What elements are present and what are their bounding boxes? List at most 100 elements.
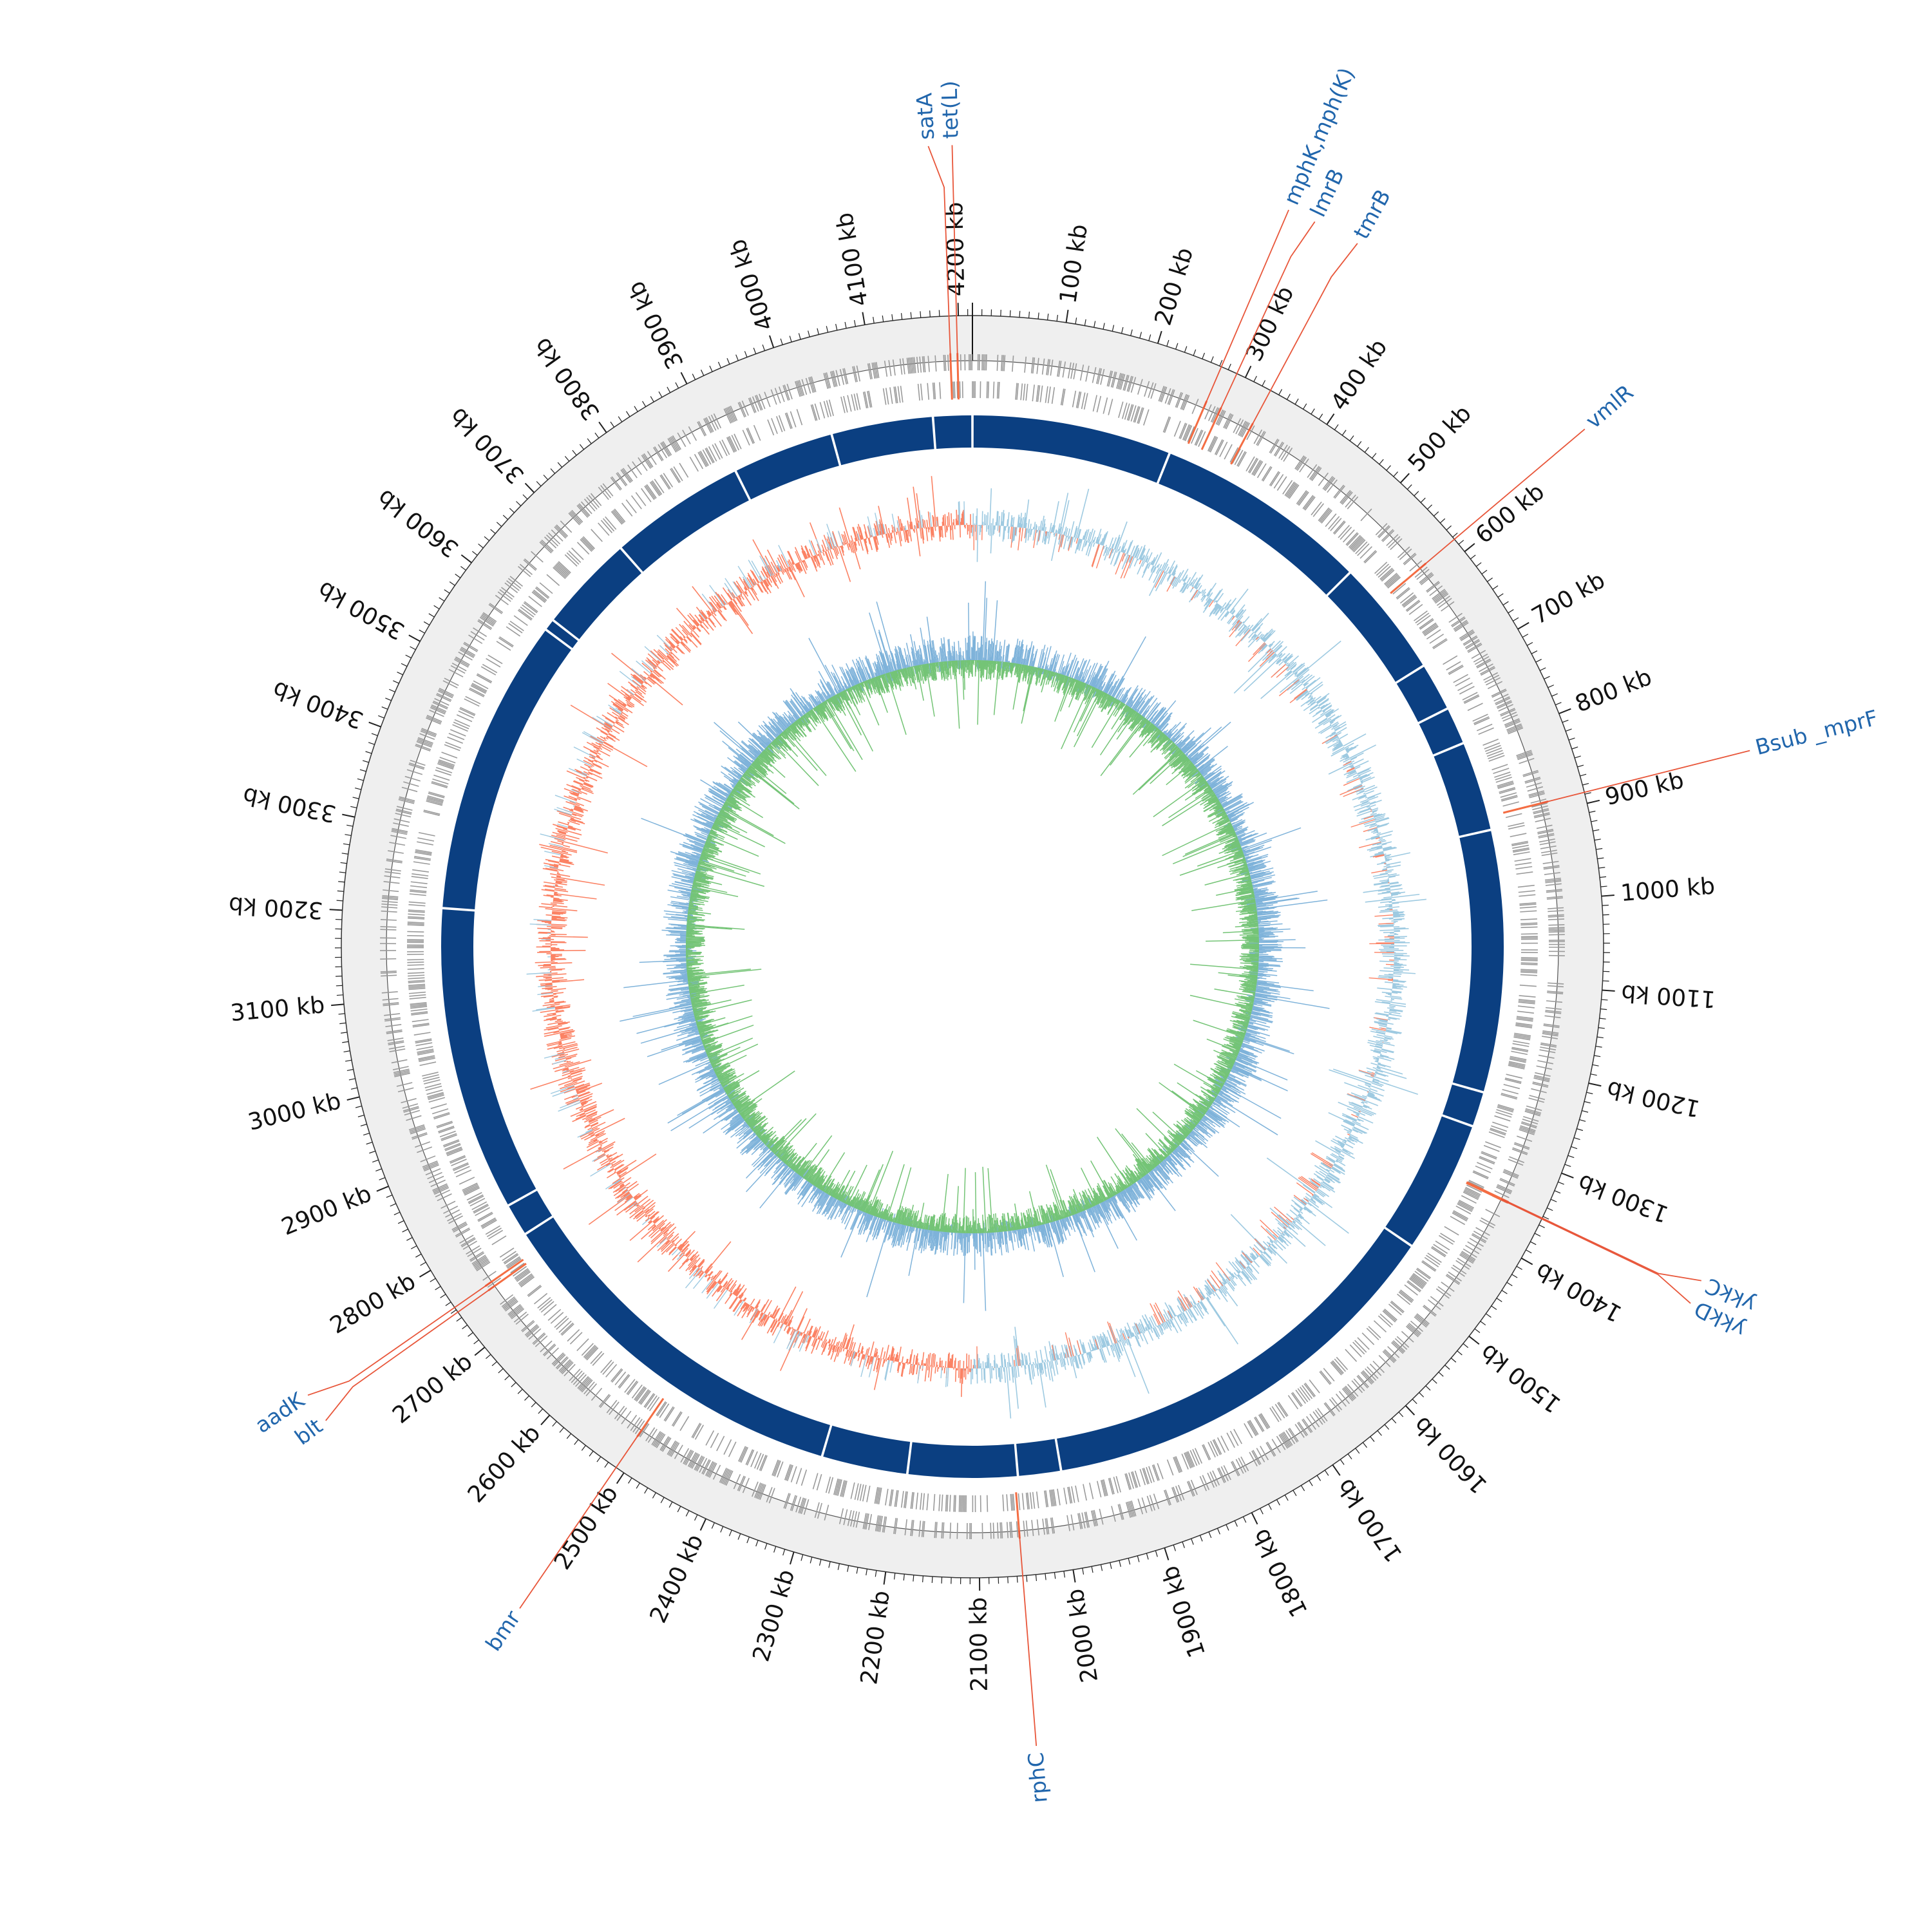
gene-feature — [468, 1194, 484, 1203]
gene-feature — [1520, 910, 1537, 913]
gene-feature — [422, 1160, 438, 1168]
gene-feature — [460, 706, 476, 715]
gene-feature — [1187, 1451, 1195, 1467]
gc-bar — [947, 1367, 949, 1387]
gc-bar — [1373, 1036, 1385, 1039]
gene-feature — [1491, 688, 1506, 697]
gc-bar — [775, 1318, 777, 1321]
minor-tick — [1045, 1573, 1046, 1580]
gc-bar — [1352, 774, 1358, 778]
gene-feature — [1226, 1432, 1235, 1448]
gene-feature — [704, 417, 713, 433]
gene-feature — [436, 694, 451, 703]
gene-feature — [1015, 383, 1018, 400]
minor-tick — [502, 515, 509, 520]
gene-feature — [1330, 518, 1342, 531]
gc-bar — [1126, 1338, 1150, 1394]
gene-feature — [538, 1299, 553, 1311]
gene-feature — [567, 1329, 580, 1342]
gene-feature — [760, 1455, 768, 1472]
minor-tick — [1384, 1424, 1390, 1430]
gene-feature — [1260, 1446, 1269, 1461]
gene-feature — [553, 567, 566, 580]
gene-feature — [527, 1285, 542, 1297]
gc-bar — [1393, 975, 1401, 978]
gene-feature — [1464, 639, 1480, 649]
minor-tick — [1584, 1101, 1591, 1104]
gene-feature — [426, 798, 444, 804]
gene-feature — [733, 1473, 741, 1490]
gene-feature — [437, 763, 454, 770]
gc-bar — [1142, 563, 1149, 574]
gene-feature — [480, 615, 495, 626]
gene-feature — [609, 1401, 620, 1416]
gene-feature — [661, 442, 671, 457]
gc-bar — [605, 1179, 621, 1189]
gene-feature — [1432, 589, 1446, 600]
gene-feature — [630, 1417, 641, 1431]
gene-feature — [856, 393, 861, 410]
gene-feature — [1499, 1179, 1515, 1187]
gene-feature — [803, 1499, 810, 1515]
gene-feature — [533, 1293, 548, 1305]
gene-feature — [1429, 585, 1443, 596]
gene-feature — [468, 634, 483, 644]
gene-feature — [1471, 650, 1486, 659]
gene-feature — [404, 1110, 421, 1116]
gene-feature — [1483, 672, 1499, 681]
gc-bar — [1372, 1079, 1419, 1095]
gene-feature — [1433, 1244, 1448, 1254]
gene-feature — [452, 724, 468, 732]
gene-feature — [548, 532, 561, 545]
gene-feature — [1511, 1046, 1529, 1051]
minor-tick — [873, 317, 875, 324]
gene-feature — [1526, 782, 1542, 788]
gene-feature — [551, 529, 564, 542]
gene-feature — [688, 1452, 698, 1468]
gene-feature — [1361, 1371, 1374, 1384]
gene-feature — [694, 1425, 705, 1440]
gene-feature — [1245, 456, 1255, 472]
gene-feature — [1269, 439, 1278, 453]
gc-bar — [1361, 782, 1363, 784]
gene-feature — [796, 409, 803, 426]
gene-feature — [1513, 1036, 1531, 1041]
gene-feature — [509, 576, 524, 587]
minor-tick — [445, 1302, 451, 1306]
gene-feature — [1544, 1015, 1561, 1019]
minor-tick — [1309, 1480, 1313, 1486]
gene-feature — [1520, 1125, 1536, 1132]
gc-bar — [1051, 1361, 1056, 1376]
gene-feature — [1297, 491, 1309, 506]
gene-feature — [510, 1307, 524, 1318]
gene-feature — [1262, 466, 1273, 482]
gene-feature — [619, 1374, 630, 1389]
gene-feature — [1508, 1159, 1524, 1166]
gene-feature — [1294, 455, 1305, 469]
gc-bar — [1285, 665, 1287, 667]
gene-feature — [1406, 1325, 1419, 1338]
gene-feature — [467, 1247, 482, 1257]
gene-feature — [1232, 448, 1241, 464]
gc-bar — [1341, 1124, 1352, 1131]
gene-feature — [1426, 1255, 1441, 1265]
gene-feature — [636, 1387, 647, 1402]
minor-tick — [1094, 321, 1096, 328]
gene-feature — [1427, 1253, 1442, 1263]
minor-tick — [675, 382, 679, 389]
gene-feature — [1384, 1309, 1397, 1321]
gc-bar — [1278, 679, 1300, 697]
gene-feature — [1096, 1481, 1102, 1498]
gene-feature — [517, 609, 532, 621]
gene-feature — [476, 674, 492, 684]
gc-bar — [1330, 1170, 1335, 1173]
gene-feature — [1520, 963, 1538, 965]
gene-feature — [1057, 1488, 1061, 1506]
gc-bar — [960, 1368, 961, 1383]
gene-feature — [1167, 389, 1174, 405]
gc-bar — [1387, 1022, 1394, 1025]
gene-feature — [1538, 833, 1555, 837]
gene-feature — [578, 503, 591, 516]
gene-feature — [527, 1285, 541, 1296]
gene-feature — [1357, 543, 1370, 556]
